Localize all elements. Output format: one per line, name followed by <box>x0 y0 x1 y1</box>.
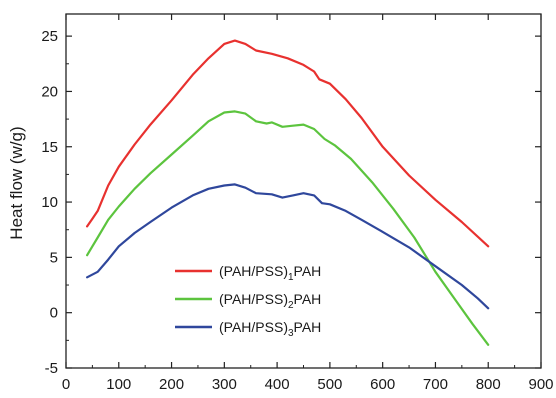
y-tick-label: 20 <box>41 83 58 100</box>
y-tick-label: 15 <box>41 139 58 156</box>
y-tick-label: -5 <box>45 360 58 377</box>
series-line-1 <box>86 39 490 248</box>
legend-label-3: (PAH/PSS)3PAH <box>219 319 321 339</box>
y-tick-label: 10 <box>41 194 58 211</box>
x-tick-label: 400 <box>265 376 290 393</box>
x-tick-label: 200 <box>159 376 184 393</box>
x-tick-label: 100 <box>106 376 131 393</box>
x-tick-label: 800 <box>476 376 501 393</box>
plot-area <box>86 39 490 346</box>
plot-frame <box>65 13 542 369</box>
x-tick-label: 500 <box>317 376 342 393</box>
legend: (PAH/PSS)1PAH (PAH/PSS)2PAH (PAH/PSS)3PAH <box>175 263 321 339</box>
x-tick-label: 600 <box>370 376 395 393</box>
legend-label-2: (PAH/PSS)2PAH <box>219 291 321 311</box>
x-tick-label: 900 <box>528 376 553 393</box>
y-tick-label: 25 <box>41 28 58 45</box>
legend-label-1: (PAH/PSS)1PAH <box>219 263 321 283</box>
series-line-3 <box>86 183 490 310</box>
x-tick-label: 700 <box>423 376 448 393</box>
y-axis-title: Heat flow (w/g) <box>7 126 26 239</box>
x-tick-label: 0 <box>62 376 70 393</box>
y-tick-label: 0 <box>50 305 58 322</box>
x-tick-label: 300 <box>212 376 237 393</box>
series-line-2 <box>86 110 490 346</box>
y-tick-label: 5 <box>50 249 58 266</box>
